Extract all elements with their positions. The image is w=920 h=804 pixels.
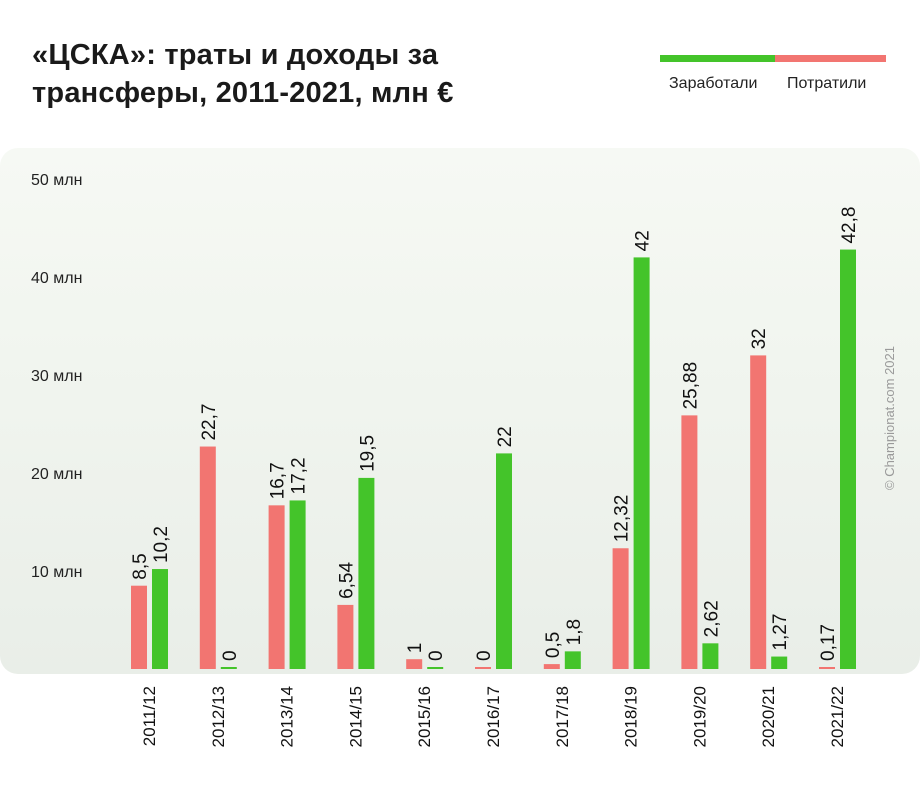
bar-spent [406,659,423,669]
legend-swatch-earned [660,55,775,62]
bar-spent [681,415,698,669]
data-label-earned: 0 [220,650,241,661]
y-tick-label: 20 млн [31,466,82,483]
x-tick-label: 2013/14 [278,686,297,747]
y-tick-label: 30 млн [31,368,82,385]
data-label-earned: 19,5 [357,435,378,472]
bar-spent [268,505,285,669]
data-label-spent: 0 [474,650,495,661]
bar-earned [289,500,306,669]
x-tick-label: 2015/16 [415,686,434,747]
bar-spent [819,667,835,669]
x-tick-label: 2012/13 [209,686,228,747]
bar-spent [199,446,216,669]
data-label-earned: 1,27 [770,614,791,651]
x-tick-label: 2021/22 [828,686,847,747]
copyright-watermark: © Championat.com 2021 [882,346,897,490]
bar-spent [131,585,147,669]
data-label-earned: 17,2 [289,457,310,494]
data-label-spent: 8,5 [130,553,151,579]
data-label-spent: 22,7 [199,404,220,441]
data-label-earned: 42 [633,230,654,251]
bar-earned [358,477,375,669]
data-label-earned: 0 [426,650,447,661]
bar-earned [564,651,581,669]
x-tick-label: 2016/17 [484,686,503,747]
data-label-spent: 1 [405,643,426,654]
bar-spent [750,355,767,669]
x-tick-label: 2019/20 [690,686,709,747]
x-tick-label: 2014/15 [346,686,365,747]
legend-label-earned: Заработали [669,75,758,92]
data-label-spent: 25,88 [680,362,701,410]
bar-earned [496,453,512,669]
bar-spent [337,604,354,669]
bar-spent [475,667,491,669]
data-label-earned: 22 [495,426,516,447]
bar-earned [771,656,788,669]
bar-earned [220,667,237,669]
legend-label-spent: Потратили [787,75,867,92]
x-tick-label: 2011/12 [140,686,159,746]
y-tick-label: 10 млн [31,564,82,581]
y-tick-label: 40 млн [31,270,82,287]
data-label-earned: 42,8 [839,207,860,244]
bar-earned [427,667,444,669]
data-label-spent: 0,5 [543,632,564,658]
bar-earned [840,249,856,669]
data-label-earned: 2,62 [701,600,722,637]
x-tick-label: 2017/18 [553,686,572,747]
data-label-spent: 32 [749,328,770,349]
x-tick-label: 2018/19 [622,686,641,747]
bar-earned [152,569,168,669]
bar-spent [612,548,629,669]
data-label-earned: 1,8 [564,619,585,645]
data-label-spent: 16,7 [268,462,289,499]
chart-title: «ЦСКА»: траты и доходы за трансферы, 201… [32,39,454,109]
data-label-spent: 0,17 [818,624,839,661]
y-tick-label: 50 млн [31,172,82,189]
bar-spent [543,664,560,669]
bar-earned [633,257,650,669]
data-label-spent: 12,32 [612,495,633,543]
data-label-spent: 6,54 [336,561,357,598]
legend-swatch-spent [775,55,886,62]
legend: Заработали Потратили [660,55,886,95]
x-tick-label: 2020/21 [759,686,778,747]
bar-earned [702,643,719,669]
data-label-earned: 10,2 [151,526,172,563]
